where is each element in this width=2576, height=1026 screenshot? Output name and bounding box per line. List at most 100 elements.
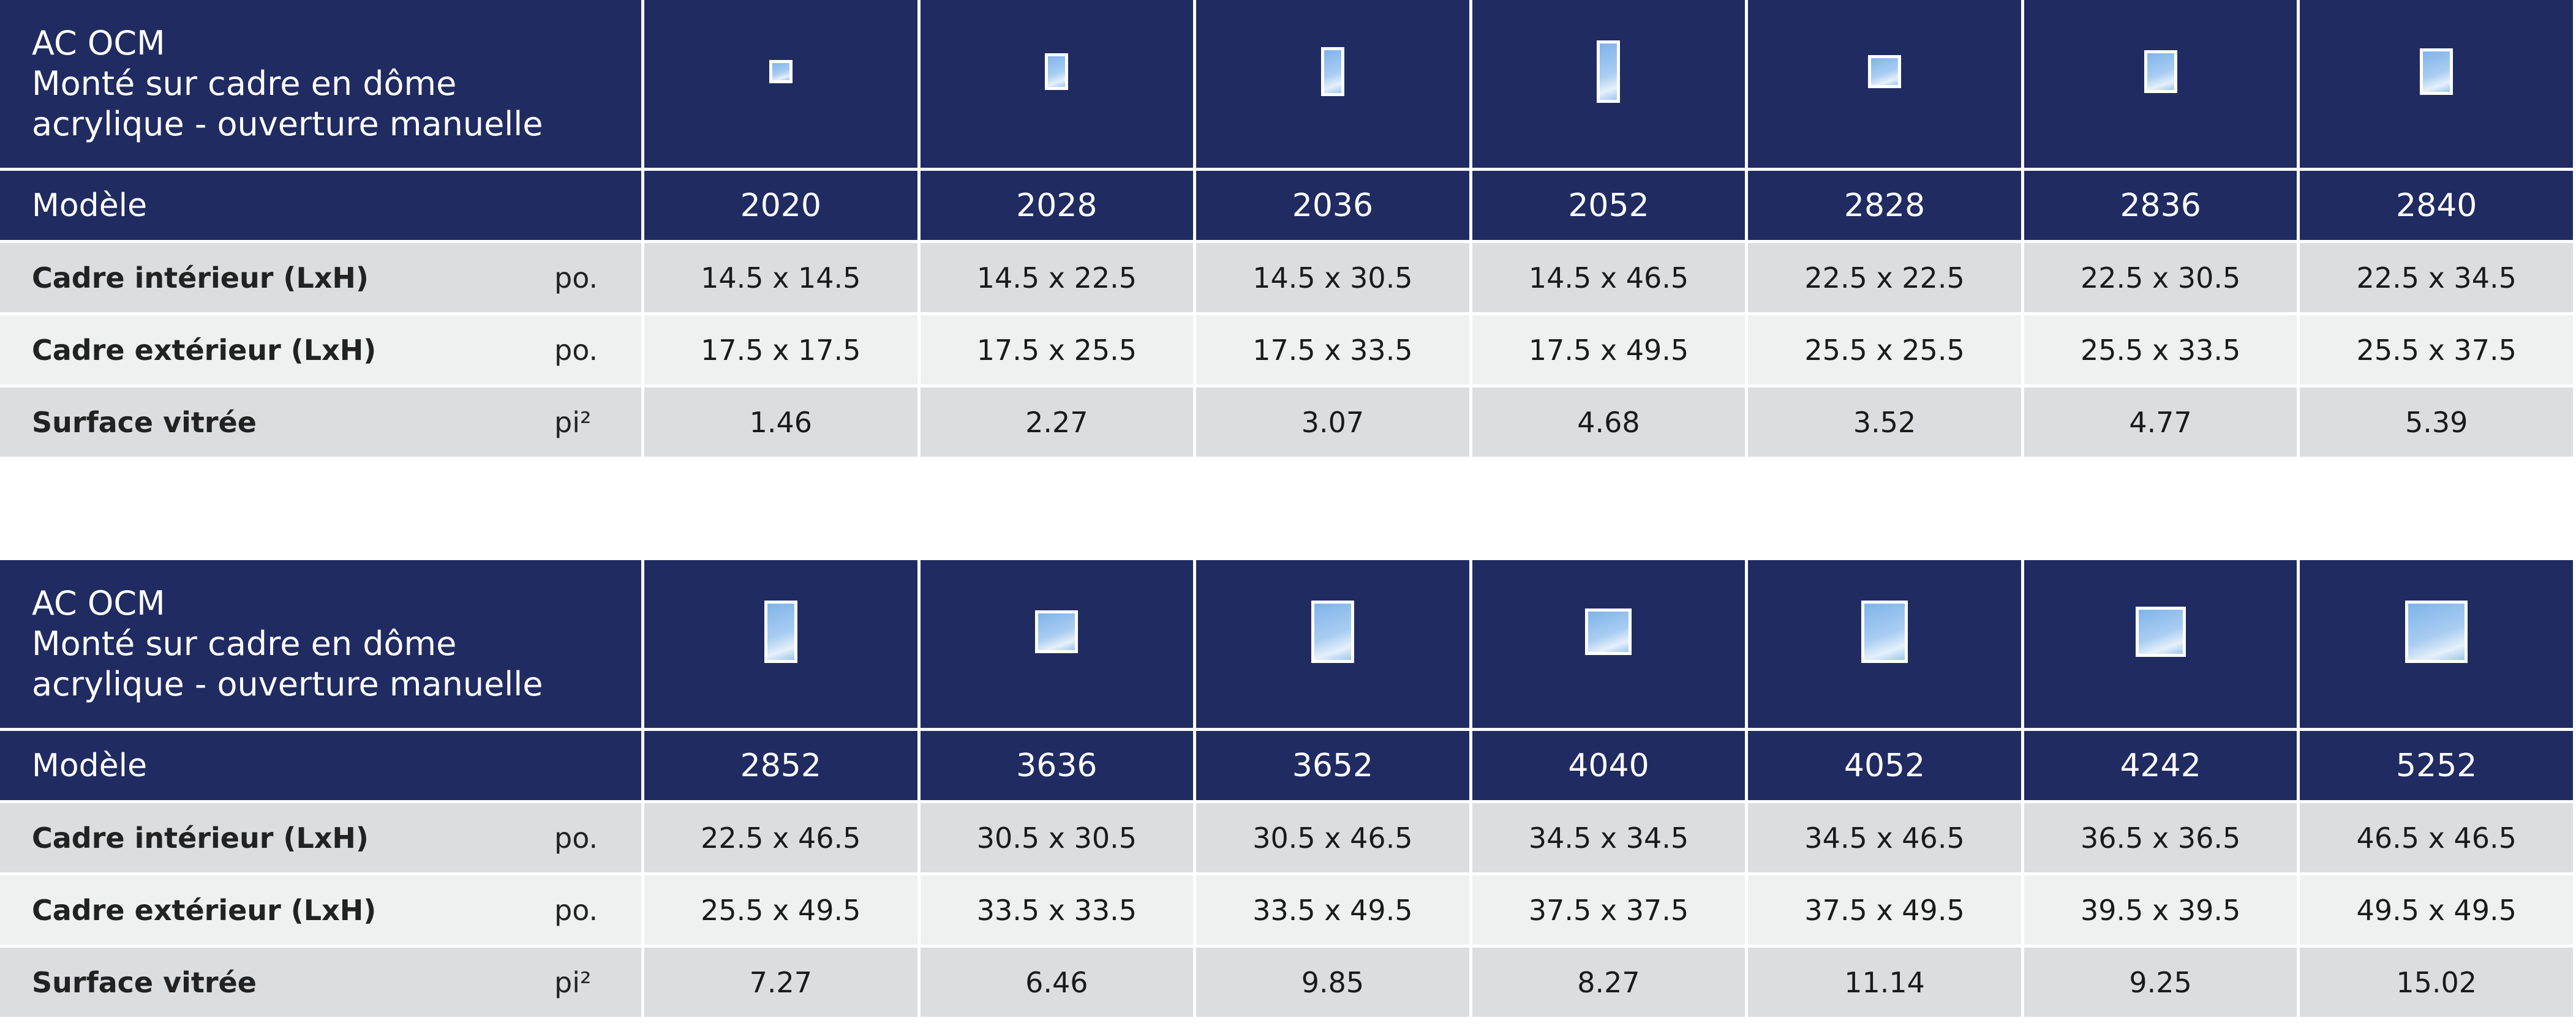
value-cell: 39.5 x 39.5 [2024, 875, 2297, 945]
row-label: Surface vitrée [32, 965, 257, 999]
window-icon [769, 60, 793, 83]
window-icon [1035, 610, 1079, 653]
row-label: Surface vitrée [32, 405, 257, 439]
value-cell: 46.5 x 46.5 [2300, 803, 2573, 872]
window-icon [1868, 55, 1902, 88]
value-cell: 36.5 x 36.5 [2024, 803, 2297, 872]
value-cell: 3.07 [1196, 388, 1469, 457]
value-cell: 8.27 [1472, 948, 1746, 1017]
table-title: AC OCM Monté sur cadre en dôme acrylique -… [0, 560, 641, 728]
value-cell: 49.5 x 49.5 [2300, 875, 2573, 945]
window-icon [1597, 40, 1621, 103]
model-number: 3652 [1196, 731, 1469, 800]
title-line: acrylique - ouverture manuelle [32, 105, 543, 143]
value-cell: 33.5 x 49.5 [1196, 875, 1469, 945]
row-label-cell: Surface vitrée pi² [0, 388, 641, 457]
window-icon [764, 601, 797, 663]
table-title: AC OCM Monté sur cadre en dôme acrylique -… [0, 0, 641, 168]
image-cell [2300, 560, 2573, 728]
window-icon [1861, 601, 1908, 663]
image-cell [644, 560, 917, 728]
value-cell: 33.5 x 33.5 [920, 875, 1194, 945]
row-label: Cadre intérieur (LxH) [32, 821, 369, 855]
value-cell: 25.5 x 37.5 [2300, 315, 2573, 384]
value-cell: 9.85 [1196, 948, 1469, 1017]
value-cell: 4.68 [1472, 388, 1746, 457]
value-cell: 11.14 [1748, 948, 2021, 1017]
value-cell: 9.25 [2024, 948, 2297, 1017]
value-cell: 17.5 x 49.5 [1472, 315, 1746, 384]
value-cell: 34.5 x 34.5 [1472, 803, 1746, 872]
row-label: Cadre extérieur (LxH) [32, 333, 377, 367]
row-unit: po. [554, 333, 598, 367]
image-cell [1748, 560, 2021, 728]
value-cell: 25.5 x 25.5 [1748, 315, 2021, 384]
image-cell [1748, 0, 2021, 168]
model-number: 2036 [1196, 171, 1469, 240]
row-unit: pi² [554, 405, 592, 439]
image-cell [2300, 0, 2573, 168]
title-line: AC OCM [32, 584, 165, 623]
window-icon [1585, 608, 1632, 655]
model-label: Modèle [0, 171, 641, 240]
row-label-cell: Cadre extérieur (LxH) po. [0, 315, 641, 384]
model-number: 2028 [920, 171, 1194, 240]
image-cell [644, 0, 917, 168]
title-line: AC OCM [32, 24, 165, 62]
window-icon [2135, 607, 2186, 657]
value-cell: 14.5 x 14.5 [644, 243, 917, 312]
value-cell: 1.46 [644, 388, 917, 457]
title-line: acrylique - ouverture manuelle [32, 665, 543, 703]
value-cell: 37.5 x 37.5 [1472, 875, 1746, 945]
value-cell: 22.5 x 22.5 [1748, 243, 2021, 312]
window-icon [1045, 53, 1069, 90]
image-cell [1472, 560, 1746, 728]
image-cell [1196, 560, 1469, 728]
value-cell: 14.5 x 22.5 [920, 243, 1194, 312]
model-number: 4242 [2024, 731, 2297, 800]
value-cell: 4.77 [2024, 388, 2297, 457]
value-cell: 22.5 x 46.5 [644, 803, 917, 872]
value-cell: 17.5 x 25.5 [920, 315, 1194, 384]
window-icon [2144, 50, 2177, 93]
value-cell: 14.5 x 46.5 [1472, 243, 1746, 312]
value-cell: 2.27 [920, 388, 1194, 457]
row-unit: po. [554, 261, 598, 294]
model-number: 3636 [920, 731, 1194, 800]
value-cell: 22.5 x 30.5 [2024, 243, 2297, 312]
image-cell [1196, 0, 1469, 168]
value-cell: 37.5 x 49.5 [1748, 875, 2021, 945]
value-cell: 7.27 [644, 948, 917, 1017]
image-cell [920, 560, 1194, 728]
value-cell: 14.5 x 30.5 [1196, 243, 1469, 312]
row-label-cell: Cadre extérieur (LxH) po. [0, 875, 641, 945]
model-number: 2020 [644, 171, 917, 240]
value-cell: 3.52 [1748, 388, 2021, 457]
model-number: 2852 [644, 731, 917, 800]
title-line: Monté sur cadre en dôme [32, 64, 457, 103]
row-unit: po. [554, 893, 598, 927]
value-cell: 25.5 x 49.5 [644, 875, 917, 945]
window-icon [2420, 48, 2454, 95]
model-number: 5252 [2300, 731, 2573, 800]
value-cell: 22.5 x 34.5 [2300, 243, 2573, 312]
model-number: 2052 [1472, 171, 1746, 240]
model-number: 4052 [1748, 731, 2021, 800]
image-cell [2024, 560, 2297, 728]
model-number: 2828 [1748, 171, 2021, 240]
value-cell: 5.39 [2300, 388, 2573, 457]
value-cell: 25.5 x 33.5 [2024, 315, 2297, 384]
row-label-cell: Cadre intérieur (LxH) po. [0, 803, 641, 872]
row-label: Cadre extérieur (LxH) [32, 893, 377, 927]
value-cell: 17.5 x 33.5 [1196, 315, 1469, 384]
value-cell: 30.5 x 46.5 [1196, 803, 1469, 872]
model-label: Modèle [0, 731, 641, 800]
value-cell: 15.02 [2300, 948, 2573, 1017]
value-cell: 17.5 x 17.5 [644, 315, 917, 384]
model-number: 4040 [1472, 731, 1746, 800]
row-unit: po. [554, 821, 598, 855]
image-cell [2024, 0, 2297, 168]
model-number: 2836 [2024, 171, 2297, 240]
model-number: 2840 [2300, 171, 2573, 240]
